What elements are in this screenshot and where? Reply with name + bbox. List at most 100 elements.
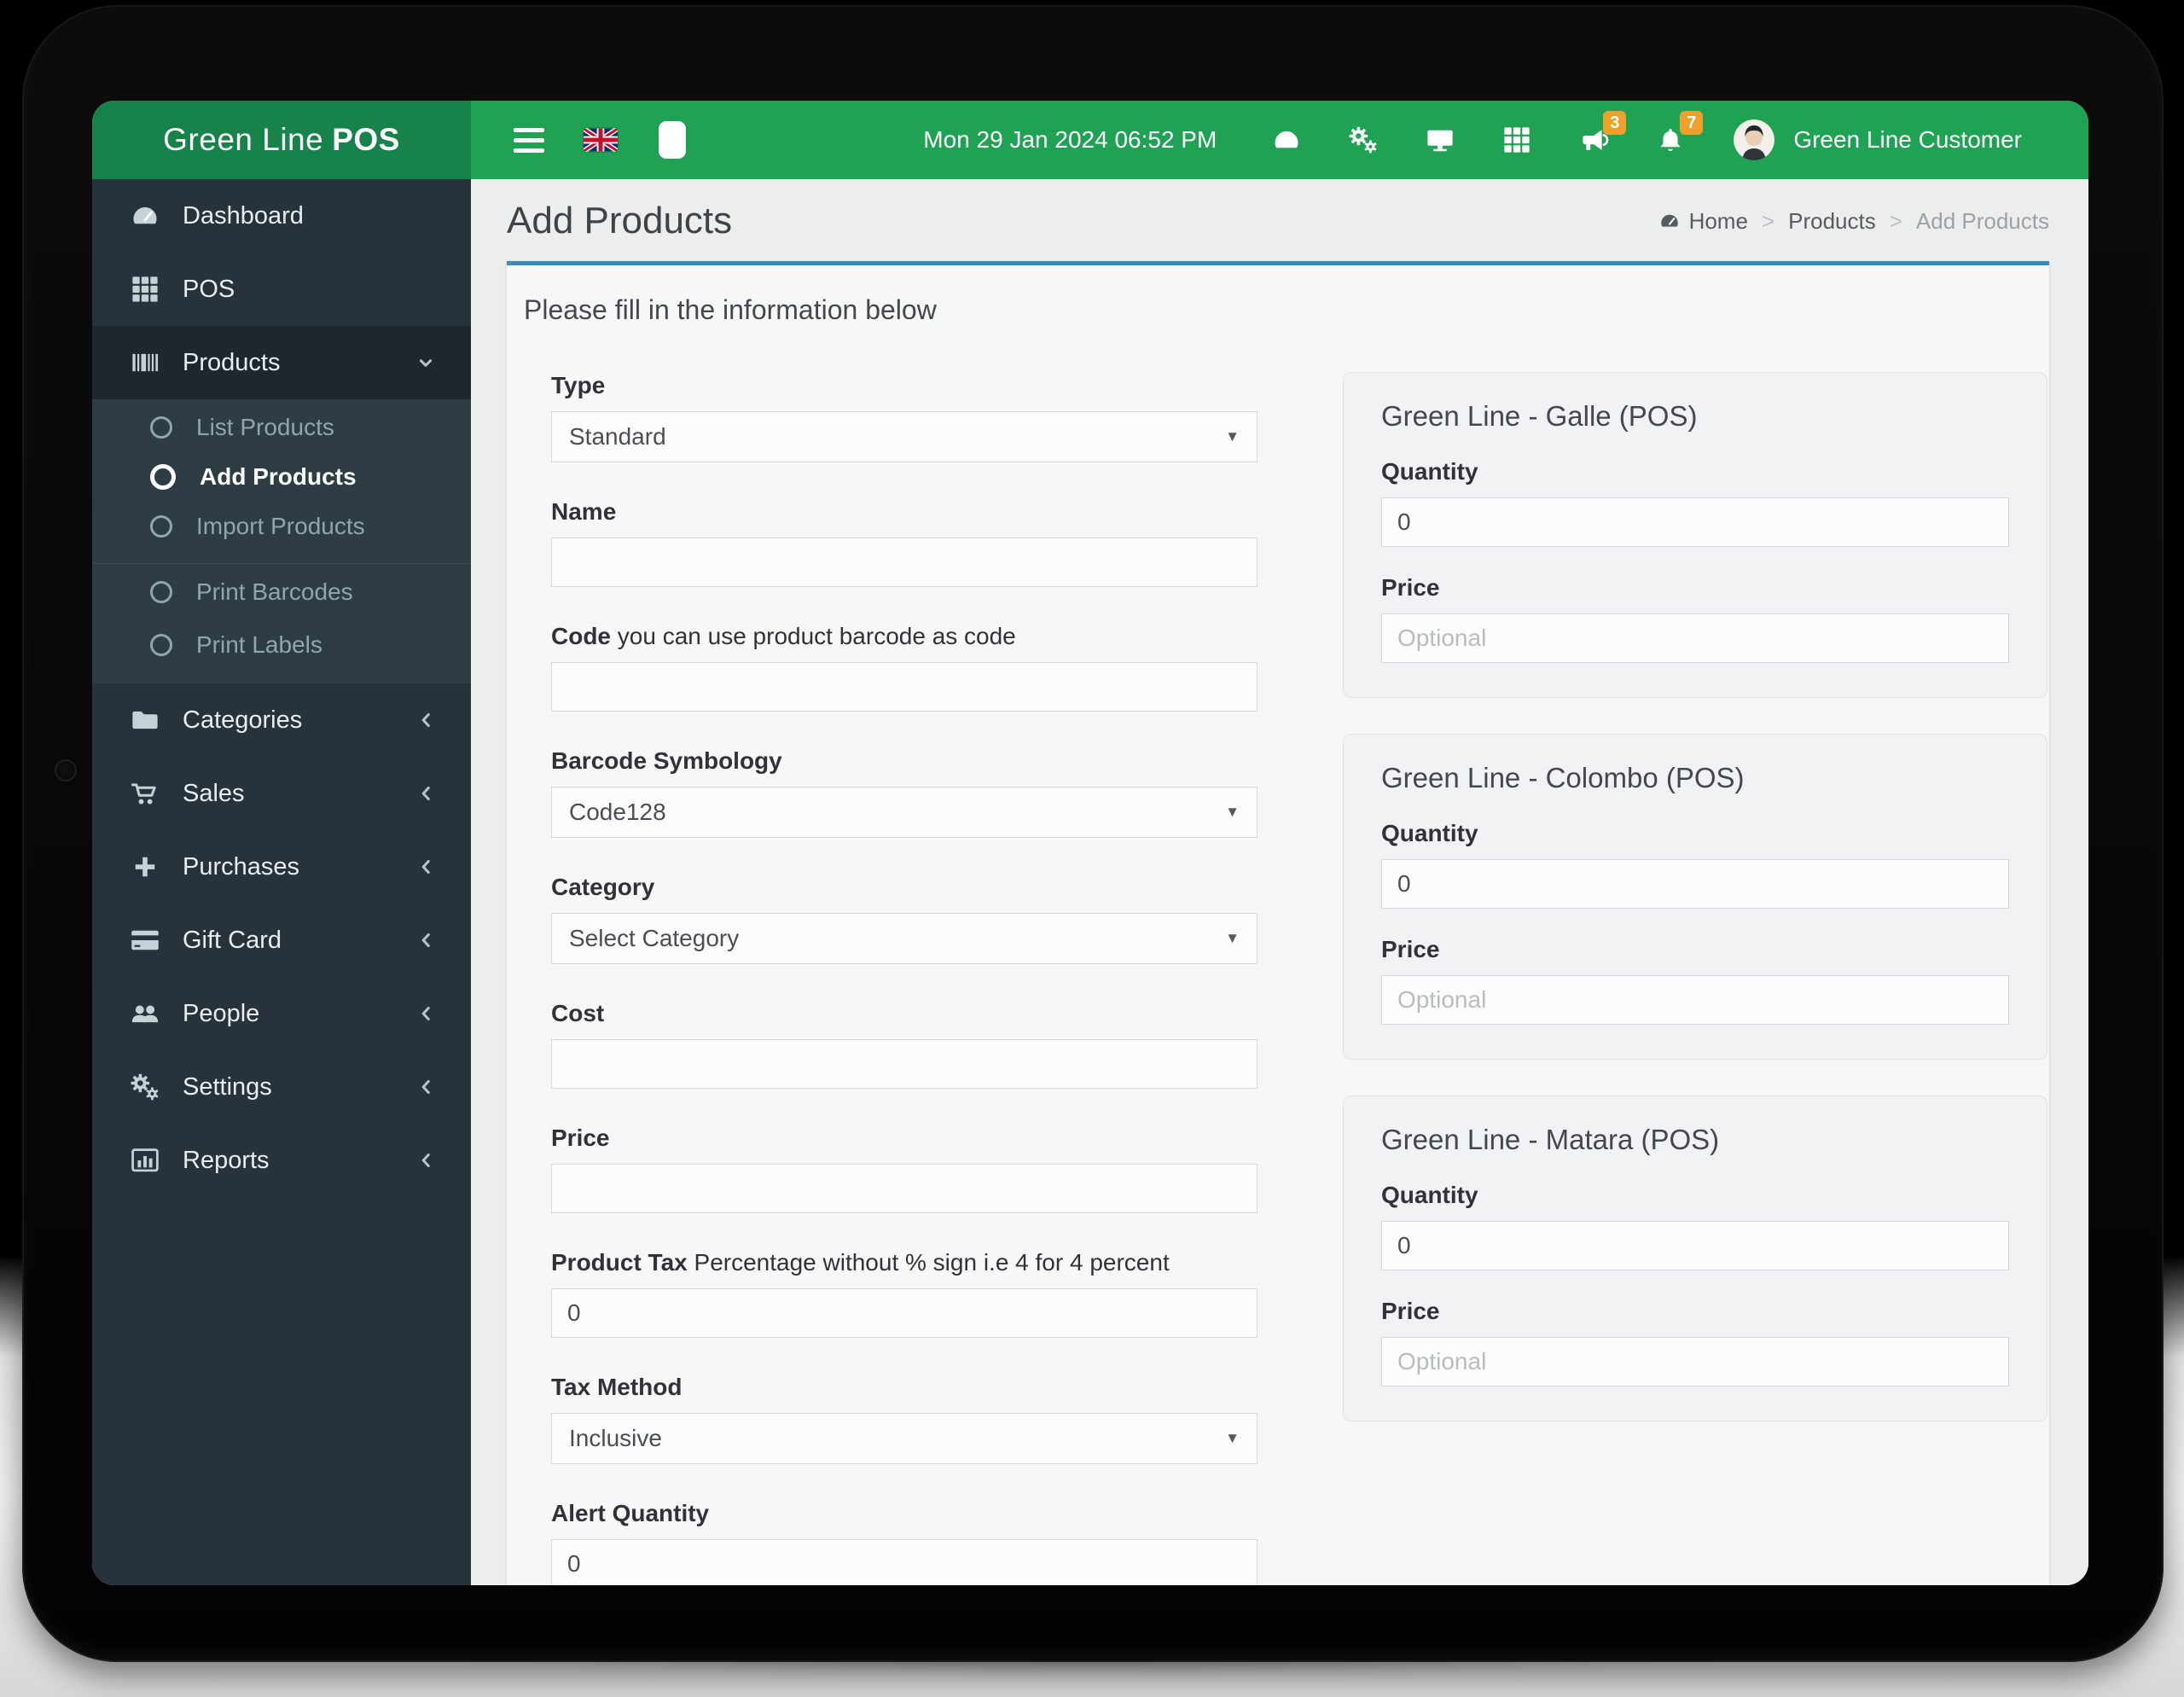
sidebar-subitem-label: List Products xyxy=(196,414,334,440)
grid-icon xyxy=(130,274,160,305)
sidebar-item-print-labels[interactable]: Print Labels xyxy=(92,620,471,670)
sidebar-item-purchases[interactable]: Purchases xyxy=(92,830,471,904)
form-field: Category Select Category ▼ xyxy=(551,874,1258,964)
monitor-button[interactable] xyxy=(1425,125,1455,155)
avatar[interactable] xyxy=(1734,119,1775,160)
user-menu[interactable]: Green Line Customer xyxy=(1793,126,2022,153)
green-line-colombo-pos-price-input[interactable] xyxy=(1381,975,2009,1025)
chevron-left-icon xyxy=(413,927,439,953)
tablet-frame: Green Line POS xyxy=(22,5,2164,1662)
navbar-main: Mon 29 Jan 2024 06:52 PM 3 7 xyxy=(471,101,2088,179)
sidebar-item-reports[interactable]: Reports xyxy=(92,1124,471,1197)
code-input[interactable] xyxy=(551,662,1258,712)
sidebar-item-label: Sales xyxy=(183,779,245,807)
warehouse-card-green-line-colombo-pos: Green Line - Colombo (POS) Quantity Pric… xyxy=(1343,734,2048,1060)
breadcrumb-home[interactable]: Home xyxy=(1658,208,1748,235)
sidebar-item-gift-card[interactable]: Gift Card xyxy=(92,904,471,977)
panel-heading: Please fill in the information below xyxy=(524,294,937,325)
barcode-symbology-select[interactable]: Code128 ▼ xyxy=(551,787,1258,838)
sidebar-item-list-products[interactable]: List Products xyxy=(92,403,471,452)
chevron-left-icon xyxy=(413,1148,439,1173)
green-line-galle-pos-price-input[interactable] xyxy=(1381,613,2009,663)
brand-suffix: POS xyxy=(332,122,400,157)
form-field: Tax Method Inclusive ▼ xyxy=(551,1374,1258,1464)
tachometer-button[interactable] xyxy=(1271,125,1302,155)
language-flag-icon[interactable] xyxy=(584,128,618,152)
alert-quantity-input[interactable] xyxy=(551,1539,1258,1585)
breadcrumb-separator: > xyxy=(1889,207,1902,234)
sidebar-item-label: Settings xyxy=(183,1072,272,1101)
plus-icon xyxy=(130,851,160,882)
price-label: Price xyxy=(1381,1298,1440,1324)
green-line-galle-pos-quantity-input[interactable] xyxy=(1381,497,2009,547)
form-field: Code you can use product barcode as code xyxy=(551,623,1258,712)
quantity-label: Quantity xyxy=(1381,458,1478,485)
content-header: Add Products Home > Products > Add Produ… xyxy=(471,179,2088,259)
field-label: Category xyxy=(551,874,655,900)
chevron-left-icon xyxy=(413,707,439,733)
sidebar-item-label: People xyxy=(183,999,260,1027)
sidebar-toggle-button[interactable] xyxy=(514,127,544,153)
sidebar-item-add-products[interactable]: Add Products xyxy=(92,452,471,502)
sidebar-subitem-label: Import Products xyxy=(196,513,365,539)
breadcrumb-products[interactable]: Products xyxy=(1788,208,1876,235)
product-tax-input[interactable] xyxy=(551,1288,1258,1338)
breadcrumb-label: Products xyxy=(1788,207,1876,234)
barcode-icon xyxy=(130,347,160,378)
name-input[interactable] xyxy=(551,538,1258,587)
green-line-colombo-pos-quantity-input[interactable] xyxy=(1381,859,2009,909)
sidebar-item-label: Gift Card xyxy=(183,926,282,954)
field-label: Cost xyxy=(551,1000,605,1026)
warehouse-title: Green Line - Colombo (POS) xyxy=(1381,762,1745,793)
sidebar-item-pos[interactable]: POS xyxy=(92,253,471,326)
form-field: Type Standard ▼ xyxy=(551,372,1258,462)
gears-button[interactable] xyxy=(1348,125,1379,155)
sidebar-item-people[interactable]: People xyxy=(92,977,471,1050)
monitor-icon xyxy=(1425,125,1455,155)
sidebar-item-label: Purchases xyxy=(183,852,300,880)
grid-icon xyxy=(1502,125,1532,155)
sidebar-item-settings[interactable]: Settings xyxy=(92,1050,471,1124)
green-line-matara-pos-price-input[interactable] xyxy=(1381,1337,2009,1386)
sidebar-item-dashboard[interactable]: Dashboard xyxy=(92,179,471,253)
quantity-label: Quantity xyxy=(1381,820,1478,846)
sidebar-subitem-label: Print Barcodes xyxy=(196,578,353,605)
type-select[interactable]: Standard ▼ xyxy=(551,411,1258,462)
warehouse-card-green-line-galle-pos: Green Line - Galle (POS) Quantity Price xyxy=(1343,372,2048,698)
circle-icon xyxy=(150,416,172,439)
form-field: Price xyxy=(551,1125,1258,1213)
credit-card-icon xyxy=(130,925,160,956)
chevron-down-icon xyxy=(413,350,439,375)
sidebar-item-label: Dashboard xyxy=(183,201,304,230)
app-logo[interactable]: Green Line POS xyxy=(92,101,471,179)
field-label: Type xyxy=(551,372,606,398)
bullhorn-button[interactable]: 3 xyxy=(1578,111,1627,155)
warehouse-title: Green Line - Galle (POS) xyxy=(1381,400,1698,432)
sidebar-item-products[interactable]: Products xyxy=(92,326,471,399)
selected-value: Code128 xyxy=(569,799,666,825)
caret-down-icon: ▼ xyxy=(1225,428,1240,445)
fullscreen-icon[interactable] xyxy=(659,121,686,159)
form-field: Alert Quantity xyxy=(551,1500,1258,1585)
sidebar-item-categories[interactable]: Categories xyxy=(92,683,471,757)
sidebar: Dashboard POS Products List Products Add… xyxy=(92,179,471,1585)
datetime: Mon 29 Jan 2024 06:52 PM xyxy=(923,126,1217,153)
tax-method-select[interactable]: Inclusive ▼ xyxy=(551,1413,1258,1464)
grid-button[interactable] xyxy=(1502,125,1532,155)
cost-input[interactable] xyxy=(551,1039,1258,1089)
tachometer-icon xyxy=(1658,210,1681,232)
sidebar-item-import-products[interactable]: Import Products xyxy=(92,502,471,551)
top-navbar: Green Line POS xyxy=(92,101,2088,179)
price-input[interactable] xyxy=(551,1164,1258,1213)
category-select[interactable]: Select Category ▼ xyxy=(551,913,1258,964)
bar-chart-icon xyxy=(130,1145,160,1176)
field-label: Product Tax Percentage without % sign i.… xyxy=(551,1249,1170,1276)
green-line-matara-pos-quantity-input[interactable] xyxy=(1381,1221,2009,1270)
warehouse-cards: Green Line - Galle (POS) Quantity Price … xyxy=(1343,372,2048,1457)
sidebar-item-print-barcodes[interactable]: Print Barcodes xyxy=(92,563,471,620)
sidebar-item-sales[interactable]: Sales xyxy=(92,757,471,830)
bell-button[interactable]: 7 xyxy=(1655,111,1704,155)
form-field: Name xyxy=(551,498,1258,587)
field-label: Name xyxy=(551,498,617,525)
